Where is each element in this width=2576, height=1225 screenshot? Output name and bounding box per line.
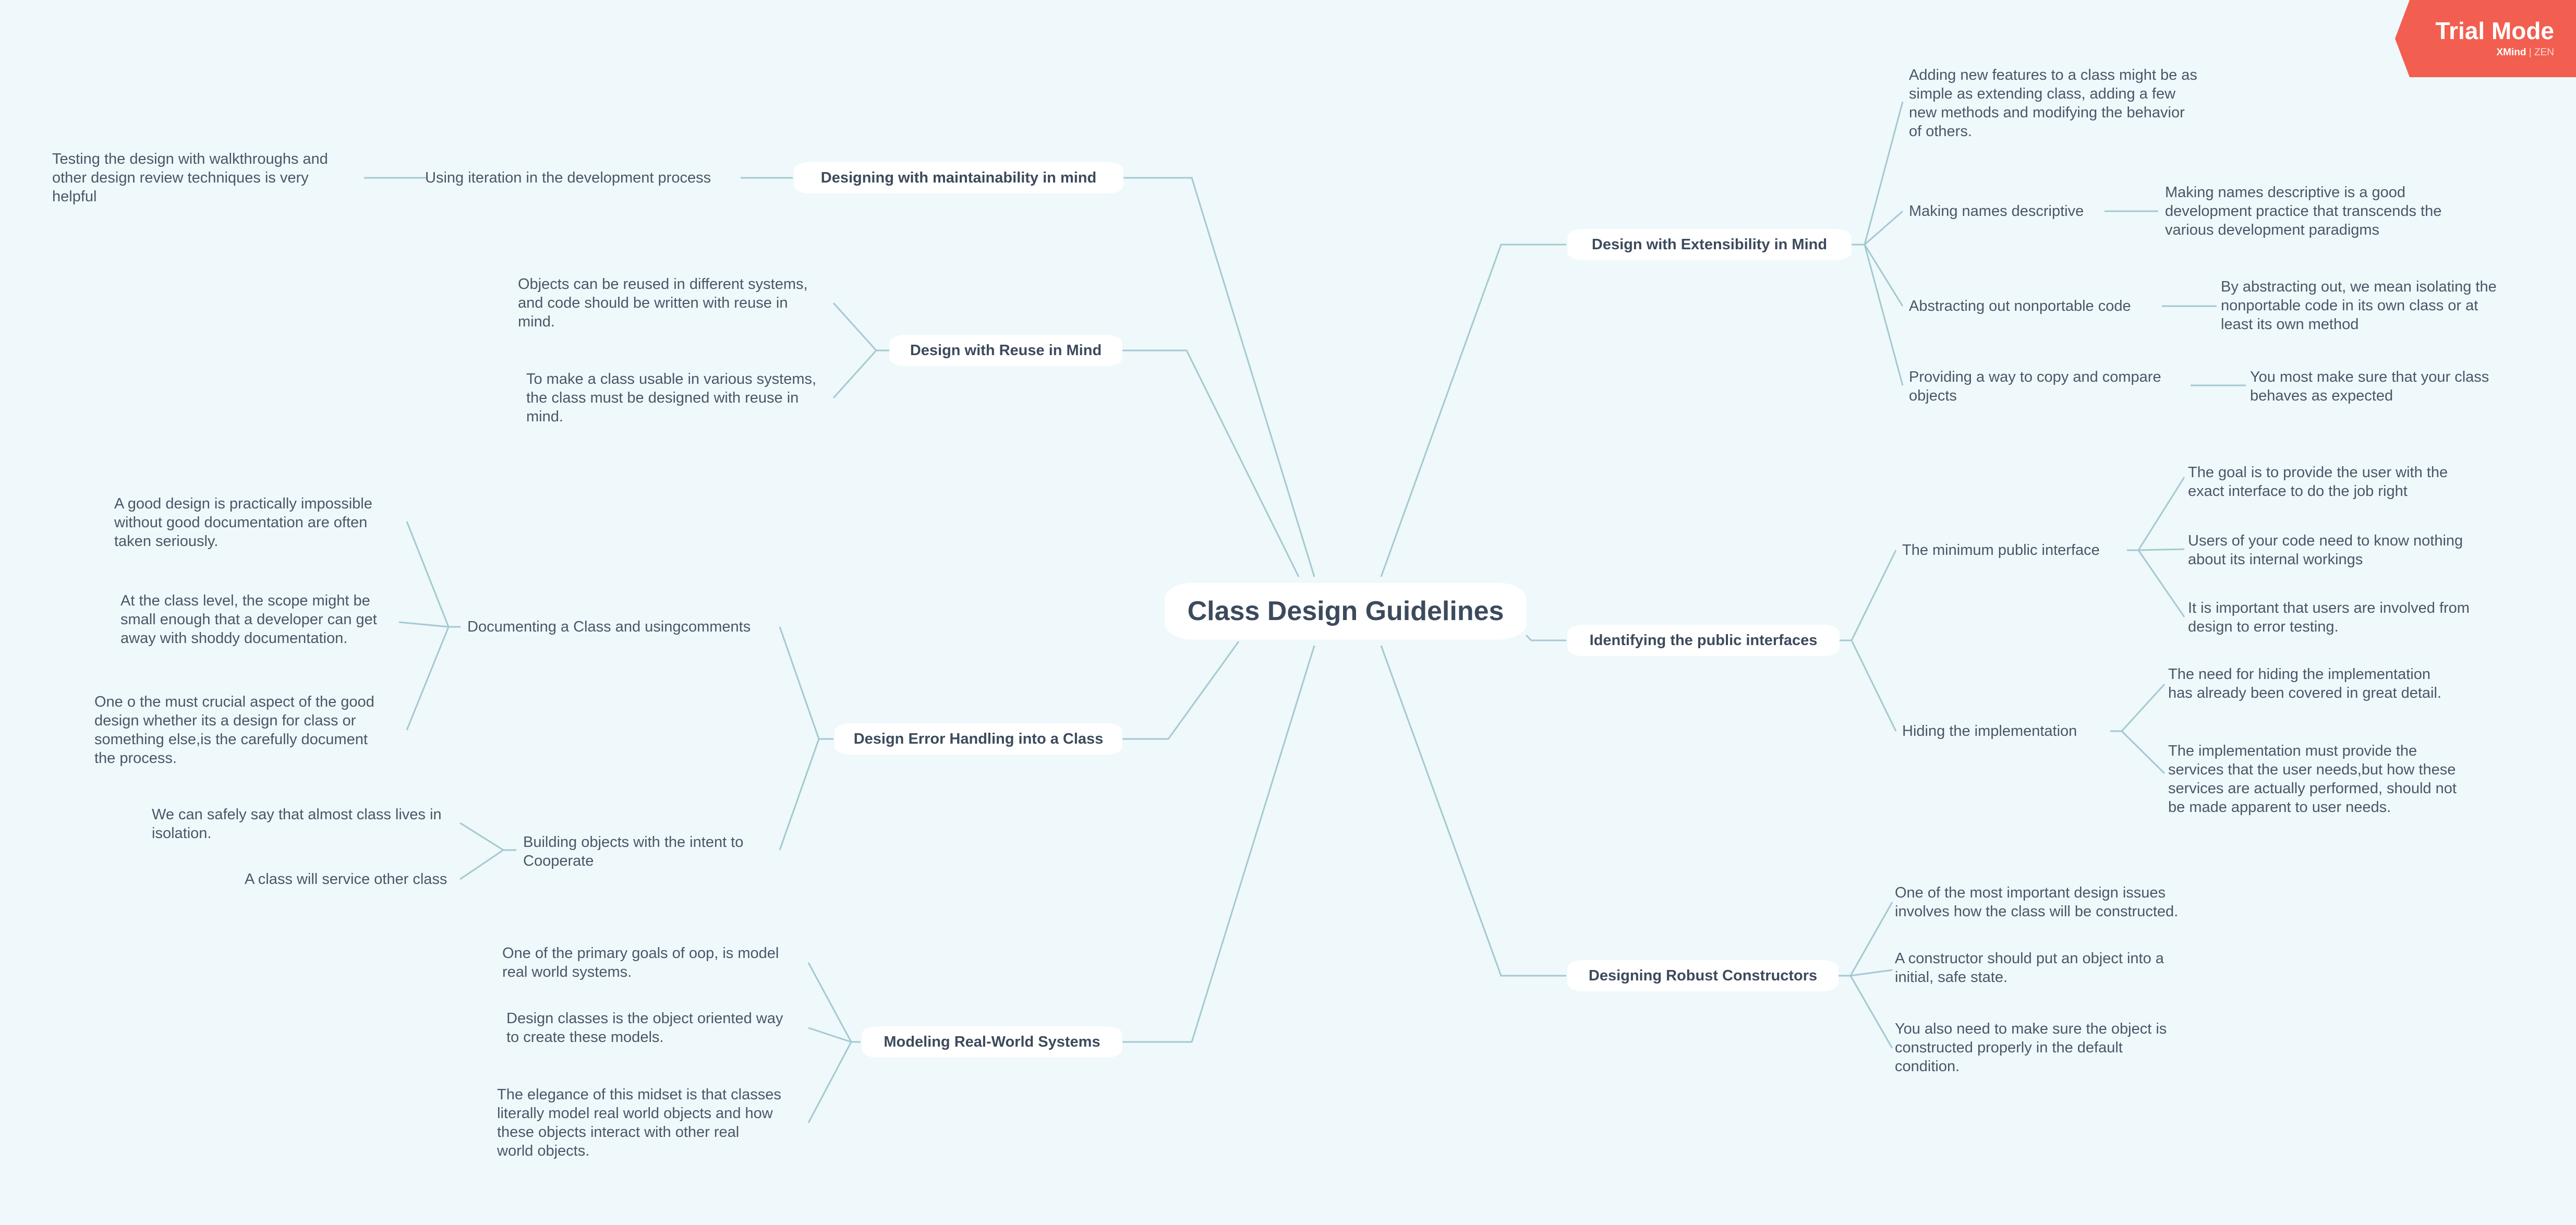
leaf-document-process[interactable]: One o the must crucial aspect of the goo… bbox=[94, 694, 374, 767]
xmind-brand: XMind | ZEN bbox=[2496, 47, 2555, 58]
leaf-class-isolation[interactable]: We can safely say that almost class live… bbox=[152, 806, 442, 842]
topic-reuse[interactable]: Design with Reuse in Mind bbox=[889, 335, 1122, 366]
leaf-hiding-need[interactable]: The need for hiding the implementation ha… bbox=[2168, 666, 2441, 701]
leaf-users-know-nothing[interactable]: Users of your code need to know nothing a… bbox=[2188, 532, 2463, 568]
leaf-service-class[interactable]: A class will service other class bbox=[245, 871, 448, 888]
subtopic-hiding[interactable]: Hiding the implementation bbox=[1902, 723, 2077, 739]
leaf-abstracting[interactable]: By abstracting out, we mean isolating th… bbox=[2221, 278, 2497, 333]
subtopic-iteration[interactable]: Using iteration in the development proce… bbox=[425, 169, 711, 186]
leaf-default-condition[interactable]: You also need to make sure the object is… bbox=[1895, 1021, 2167, 1075]
leaf-reuse-usable[interactable]: To make a class usable in various system… bbox=[526, 371, 817, 425]
central-topic[interactable]: Class Design Guidelines bbox=[1165, 583, 1526, 639]
topic-public-interfaces[interactable]: Identifying the public interfaces bbox=[1567, 625, 1840, 656]
subtopic-cooperate[interactable]: Building objects with the intent to Coope… bbox=[523, 834, 744, 869]
subtopic-nonportable[interactable]: Abstracting out nonportable code bbox=[1909, 298, 2131, 314]
leaf-descriptive-names[interactable]: Making names descriptive is a good develo… bbox=[2165, 184, 2442, 238]
leaf-users-involved[interactable]: It is important that users are involved … bbox=[2188, 600, 2470, 635]
leaf-reuse-systems[interactable]: Objects can be reused in different syste… bbox=[518, 276, 808, 330]
topic-constructors[interactable]: Designing Robust Constructors bbox=[1567, 960, 1839, 991]
leaf-safe-state[interactable]: A constructor should put an object into … bbox=[1895, 950, 2164, 986]
topic-extensibility[interactable]: Design with Extensibility in Mind bbox=[1567, 229, 1852, 260]
leaf-behaves[interactable]: You most make sure that your class behave… bbox=[2250, 369, 2489, 404]
leaf-walkthroughs[interactable]: Testing the design with walkthroughs and… bbox=[52, 151, 328, 205]
topic-modeling[interactable]: Modeling Real-World Systems bbox=[862, 1026, 1122, 1058]
leaf-oop-goal[interactable]: One of the primary goals of oop, is mode… bbox=[502, 945, 779, 980]
trial-mode-title: Trial Mode bbox=[2435, 17, 2554, 44]
leaf-construction-issue[interactable]: One of the most important design issues i… bbox=[1895, 884, 2179, 920]
subtopic-copy-compare[interactable]: Providing a way to copy and compare objec… bbox=[1909, 369, 2161, 404]
leaf-implementation-services[interactable]: The implementation must provide the servi… bbox=[2168, 743, 2457, 816]
trial-mode-badge[interactable]: Trial Mode XMind | ZEN bbox=[2395, 0, 2576, 77]
topic-maintainability[interactable]: Designing with maintainability in mind bbox=[794, 162, 1123, 193]
trial-badge-shape bbox=[2395, 0, 2576, 77]
subtopic-minimum-interface[interactable]: The minimum public interface bbox=[1902, 542, 2100, 559]
leaf-elegance[interactable]: The elegance of this midset is that clas… bbox=[497, 1086, 781, 1159]
leaf-goal-interface[interactable]: The goal is to provide the user with the… bbox=[2188, 464, 2448, 500]
leaf-class-level-scope[interactable]: At the class level, the scope might be sm… bbox=[120, 592, 377, 647]
subtopic-documenting[interactable]: Documenting a Class and usingcomments bbox=[467, 618, 751, 635]
leaf-design-classes[interactable]: Design classes is the object oriented wa… bbox=[506, 1010, 783, 1046]
topic-error-handling[interactable]: Design Error Handling into a Class bbox=[835, 723, 1122, 755]
leaf-good-documentation[interactable]: A good design is practically impossible w… bbox=[114, 495, 372, 550]
subtopic-descriptive-names[interactable]: Making names descriptive bbox=[1909, 203, 2084, 220]
subtopic-adding-features[interactable]: Adding new features to a class might be … bbox=[1909, 67, 2197, 140]
